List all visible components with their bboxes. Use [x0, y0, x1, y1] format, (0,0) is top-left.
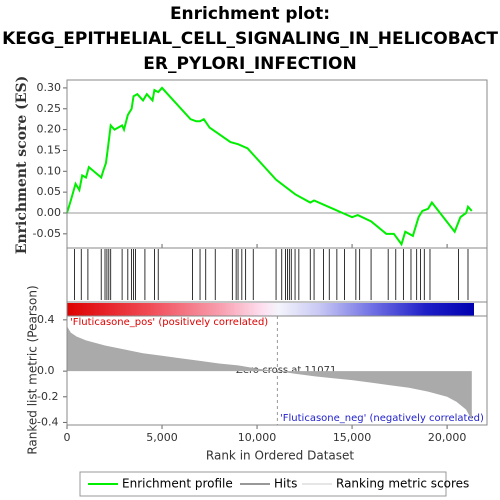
chart-title: ER_PYLORI_INFECTION	[143, 54, 356, 74]
y-tick-label: 0.20	[37, 123, 62, 136]
enrichment-line	[66, 86, 473, 247]
y-tick-label: -0.05	[33, 227, 61, 240]
y-tick-label: -0.4	[37, 415, 58, 428]
y-tick-label: 0.10	[37, 164, 62, 177]
y-tick-label: 0.15	[37, 143, 62, 156]
y-axis-label: Enrichment score (ES)	[14, 76, 30, 254]
legend-label: Enrichment profile	[122, 477, 233, 491]
legend-label: Hits	[274, 477, 297, 491]
chart-title: Enrichment plot:	[170, 4, 330, 24]
x-tick-label: 15,000	[333, 431, 372, 444]
chart-title: KEGG_EPITHELIAL_CELL_SIGNALING_IN_HELICO…	[2, 29, 498, 49]
plot-frame	[66, 79, 488, 426]
y-tick-label: 0.25	[37, 102, 62, 115]
rank-color-bar	[67, 303, 474, 316]
x-tick-label: 0	[64, 431, 71, 444]
y-tick-label: 0.4	[37, 313, 55, 326]
y-tick-label: 0.30	[37, 81, 62, 94]
x-tick-label: 10,000	[238, 431, 277, 444]
annotation: 'Fluticasone_neg' (negatively correlated…	[280, 413, 484, 424]
y-tick-label: -0.2	[37, 390, 58, 403]
x-axis-label: Rank in Ordered Dataset	[206, 449, 354, 463]
metric-area	[67, 326, 472, 420]
y-axis-label: Ranked list metric (Pearson)	[26, 285, 40, 454]
annotation: Zero cross at 11071	[236, 365, 336, 376]
y-tick-label: 0.00	[37, 206, 62, 219]
y-tick-label: 0.05	[37, 185, 62, 198]
annotation: 'Fluticasone_pos' (positively correlated…	[70, 317, 268, 328]
x-tick-label: 20,000	[428, 431, 467, 444]
legend-label: Ranking metric scores	[336, 477, 469, 491]
y-tick-label: 0.0	[37, 364, 55, 377]
x-tick-label: 5,000	[146, 431, 178, 444]
